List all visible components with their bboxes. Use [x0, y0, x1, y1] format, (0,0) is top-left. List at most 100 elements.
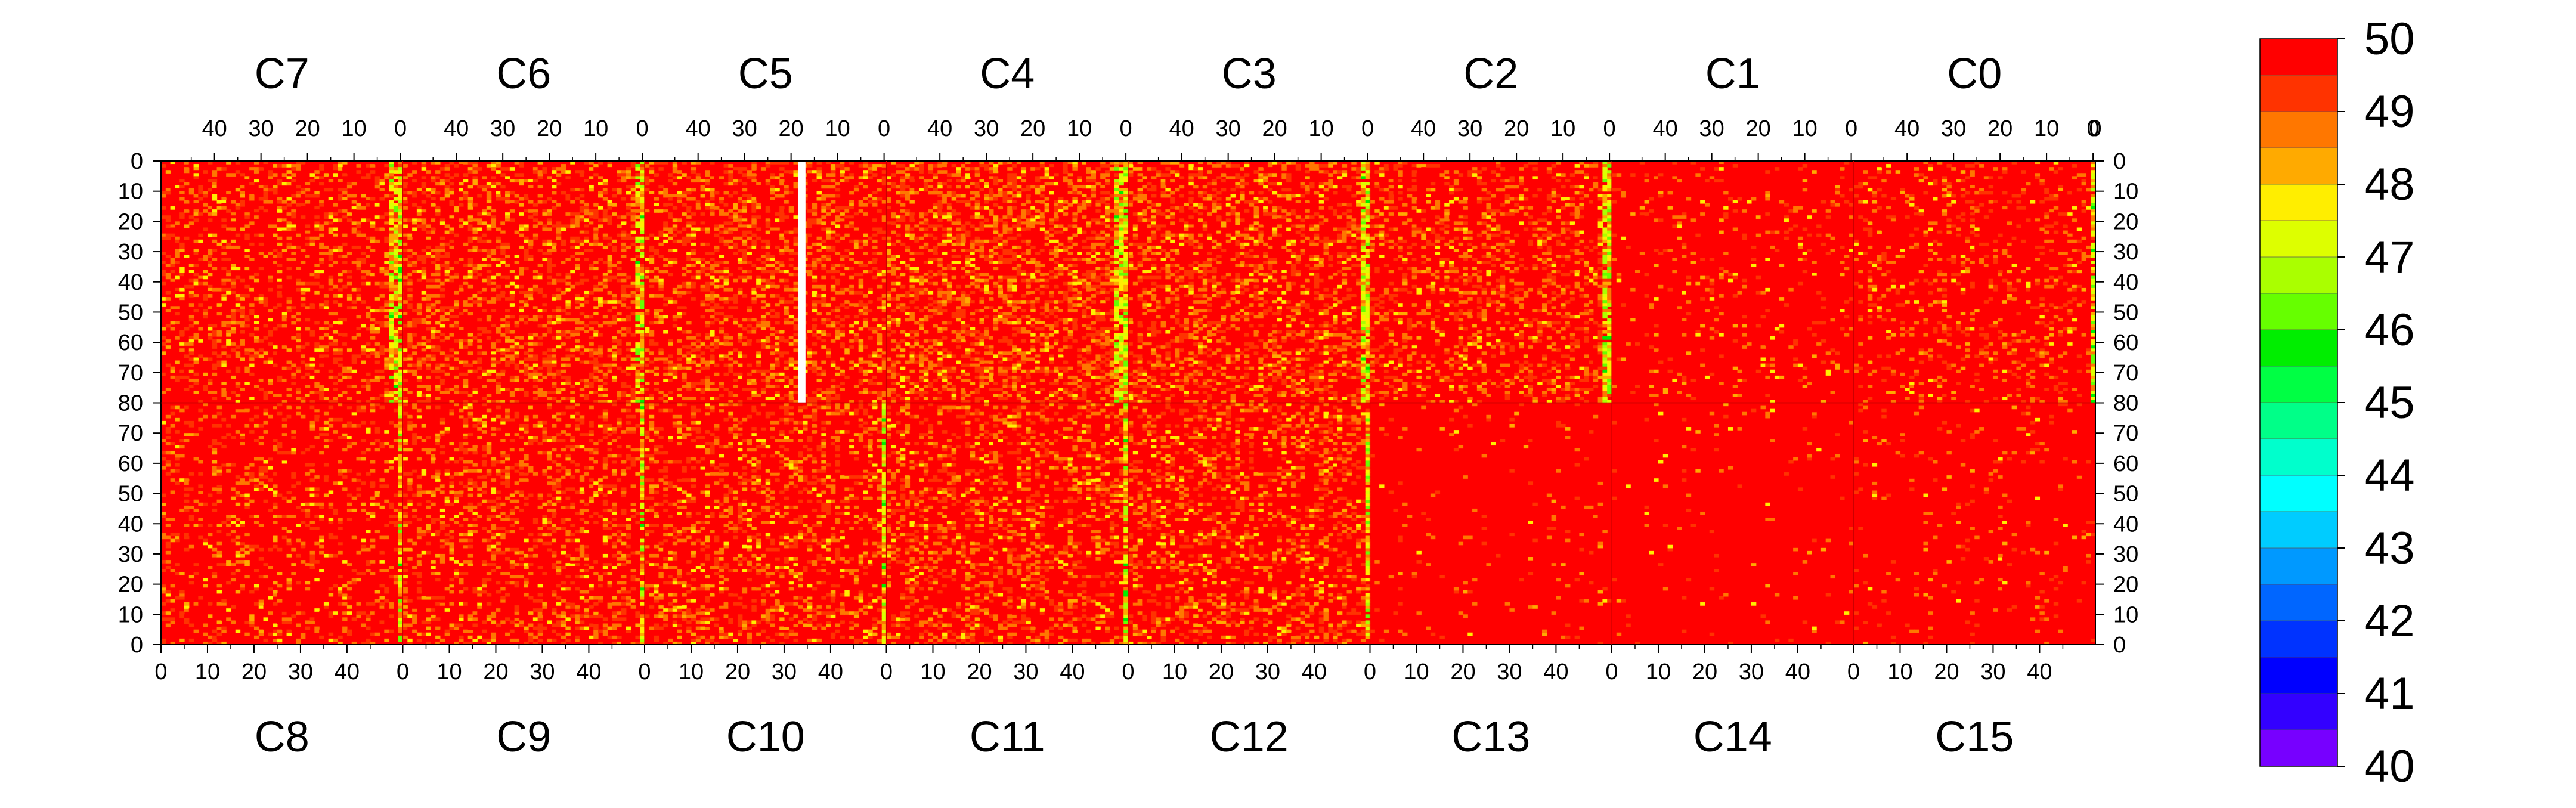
- heatmap-cell: [593, 212, 598, 216]
- heatmap-cell: [640, 167, 645, 171]
- heatmap-cell: [570, 185, 575, 189]
- heatmap-cell: [733, 348, 738, 352]
- heatmap-cell: [212, 267, 217, 270]
- heatmap-cell: [747, 206, 752, 210]
- heatmap-cell: [617, 273, 621, 277]
- heatmap-cell: [677, 197, 682, 201]
- heatmap-cell: [593, 379, 598, 382]
- heatmap-cell: [417, 391, 422, 394]
- heatmap-cell: [626, 342, 631, 346]
- heatmap-cell: [259, 339, 264, 343]
- heatmap-cell: [171, 258, 175, 261]
- heatmap-cell: [584, 209, 589, 213]
- heatmap-cell: [319, 261, 324, 264]
- heatmap-cell: [738, 200, 742, 204]
- heatmap-cell: [528, 297, 533, 301]
- heatmap-cell: [686, 397, 691, 400]
- heatmap-cell: [673, 264, 677, 267]
- heatmap-cell: [347, 194, 352, 198]
- heatmap-cell: [445, 318, 450, 322]
- heatmap-cell: [658, 342, 663, 346]
- heatmap-cell: [658, 191, 663, 195]
- heatmap-cell: [212, 333, 217, 337]
- heatmap-cell: [398, 215, 403, 219]
- heatmap-cell: [189, 336, 194, 340]
- heatmap-cell: [384, 348, 389, 352]
- heatmap-cell: [370, 164, 375, 168]
- heatmap-cell: [766, 382, 770, 385]
- heatmap-cell: [496, 297, 500, 301]
- heatmap-cell: [570, 294, 575, 298]
- heatmap-cell: [658, 306, 663, 309]
- heatmap-cell: [728, 306, 733, 309]
- heatmap-cell: [412, 228, 417, 231]
- heatmap-cell: [696, 345, 701, 349]
- heatmap-cell: [701, 288, 705, 292]
- heatmap-cell: [794, 376, 798, 379]
- heatmap-cell: [631, 218, 636, 222]
- heatmap-cell: [686, 167, 691, 171]
- heatmap-cell: [598, 191, 603, 195]
- heatmap-cell: [649, 170, 654, 174]
- heatmap-cell: [677, 291, 682, 295]
- heatmap-cell: [770, 200, 775, 204]
- heatmap-cell: [533, 357, 538, 361]
- heatmap-cell: [766, 182, 770, 185]
- heatmap-cell: [463, 382, 468, 385]
- heatmap-cell: [389, 309, 394, 312]
- heatmap-cell: [445, 273, 450, 277]
- heatmap-cell: [686, 312, 691, 315]
- heatmap-cell: [505, 282, 510, 286]
- heatmap-cell: [766, 376, 770, 379]
- heatmap-cell: [352, 206, 357, 210]
- heatmap-cell: [770, 294, 775, 298]
- heatmap-cell: [770, 327, 775, 331]
- heatmap-cell: [701, 203, 705, 207]
- heatmap-cell: [542, 182, 547, 185]
- heatmap-cell: [524, 212, 528, 216]
- heatmap-cell: [244, 167, 249, 171]
- heatmap-cell: [487, 270, 491, 273]
- heatmap-cell: [314, 237, 319, 240]
- heatmap-cell: [728, 285, 733, 289]
- heatmap-cell: [482, 221, 487, 225]
- heatmap-cell: [719, 388, 724, 391]
- heatmap-cell: [226, 231, 231, 234]
- heatmap-cell: [417, 218, 422, 222]
- heatmap-cell: [273, 164, 277, 168]
- heatmap-cell: [603, 297, 608, 301]
- heatmap-cell: [254, 394, 259, 397]
- heatmap-cell: [273, 191, 277, 195]
- heatmap-cell: [435, 212, 440, 216]
- heatmap-cell: [259, 234, 264, 237]
- heatmap-cell: [519, 203, 524, 207]
- heatmap-cell: [575, 351, 580, 355]
- heatmap-cell: [658, 234, 663, 237]
- heatmap-cell: [533, 382, 538, 385]
- heatmap-cell: [779, 342, 784, 346]
- heatmap-cell: [347, 367, 352, 370]
- heatmap-cell: [673, 197, 677, 201]
- heatmap-cell: [589, 391, 593, 394]
- heatmap-cell: [756, 246, 761, 249]
- heatmap-cell: [580, 282, 584, 286]
- heatmap-cell: [779, 339, 784, 343]
- heatmap-cell: [273, 321, 277, 325]
- heatmap-cell: [472, 294, 477, 298]
- heatmap-cell: [756, 294, 761, 298]
- heatmap-cell: [398, 179, 403, 182]
- heatmap-cell: [454, 212, 459, 216]
- heatmap-cell: [608, 264, 612, 267]
- heatmap-cell: [705, 303, 710, 307]
- heatmap-cell: [784, 182, 789, 185]
- heatmap-cell: [673, 348, 677, 352]
- heatmap-cell: [212, 258, 217, 261]
- heatmap-cell: [208, 252, 212, 255]
- heatmap-cell: [761, 209, 766, 213]
- heatmap-cell: [710, 176, 714, 179]
- heatmap-cell: [742, 379, 747, 382]
- heatmap-cell: [329, 221, 333, 225]
- heatmap-cell: [677, 348, 682, 352]
- heatmap-cell: [603, 246, 608, 249]
- heatmap-cell: [719, 321, 724, 325]
